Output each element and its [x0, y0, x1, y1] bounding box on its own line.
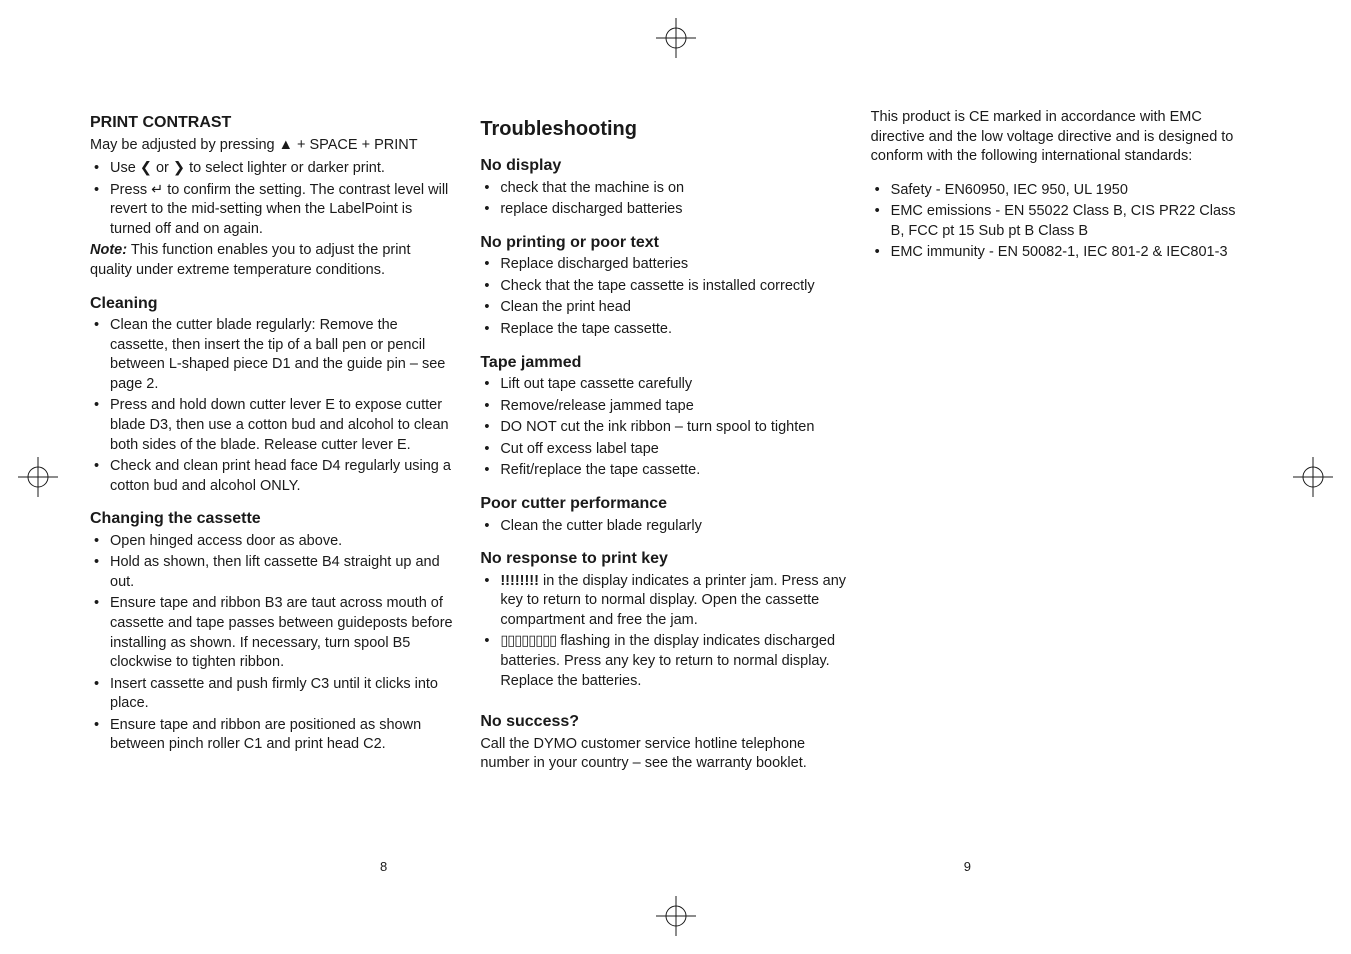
registration-mark-bottom [656, 896, 696, 936]
list-item: EMC immunity - EN 50082-1, IEC 801-2 & I… [883, 243, 1237, 263]
page-spread: PRINT CONTRAST May be adjusted by pressi… [0, 0, 1351, 838]
exclaim-icon: !!!!!!!! [500, 573, 539, 589]
list-item: Lift out tape cassette carefully [492, 375, 846, 395]
heading-tape-jammed: Tape jammed [480, 352, 846, 374]
list-item: Ensure tape and ribbon B3 are taut acros… [102, 594, 456, 672]
list-no-display: check that the machine is on replace dis… [480, 179, 846, 220]
list-cleaning: Clean the cutter blade regularly: Remove… [90, 316, 456, 496]
list-item: Safety - EN60950, IEC 950, UL 1950 [883, 181, 1237, 201]
list-changing-cassette: Open hinged access door as above. Hold a… [90, 532, 456, 755]
list-item-text: in the display indicates a printer jam. … [500, 573, 846, 628]
heading-no-printing: No printing or poor text [480, 232, 846, 254]
list-item: Cut off excess label tape [492, 440, 846, 460]
list-item: Clean the cutter blade regularly: Remove… [102, 316, 456, 394]
list-item: ▯▯▯▯▯▯▯▯ flashing in the display indicat… [492, 632, 846, 691]
list-item: Press ↵ to confirm the setting. The cont… [102, 181, 456, 240]
list-tape-jammed: Lift out tape cassette carefully Remove/… [480, 375, 846, 481]
column-right: This product is CE marked in accordance … [871, 100, 1261, 778]
list-standards: Safety - EN60950, IEC 950, UL 1950 EMC e… [871, 181, 1237, 263]
list-item: Open hinged access door as above. [102, 532, 456, 552]
list-item: EMC emissions - EN 55022 Class B, CIS PR… [883, 202, 1237, 241]
heading-no-success: No success? [480, 711, 846, 733]
list-item: Clean the cutter blade regularly [492, 517, 846, 537]
heading-changing-cassette: Changing the cassette [90, 508, 456, 530]
list-no-printing: Replace discharged batteries Check that … [480, 255, 846, 339]
text-ce-intro: This product is CE marked in accordance … [871, 108, 1237, 167]
heading-no-display: No display [480, 155, 846, 177]
registration-mark-right [1293, 457, 1333, 497]
page-number-left: 8 [380, 859, 387, 874]
list-item: Use ❮ or ❯ to select lighter or darker p… [102, 159, 456, 179]
list-print-contrast: Use ❮ or ❯ to select lighter or darker p… [90, 159, 456, 239]
list-item: Clean the print head [492, 298, 846, 318]
list-item: Replace discharged batteries [492, 255, 846, 275]
list-item: !!!!!!!! in the display indicates a prin… [492, 572, 846, 631]
heading-troubleshooting: Troubleshooting [480, 116, 846, 143]
list-item: Press and hold down cutter lever E to ex… [102, 396, 456, 455]
column-middle: Troubleshooting No display check that th… [480, 100, 870, 778]
list-item: Refit/replace the tape cassette. [492, 461, 846, 481]
text-no-success: Call the DYMO customer service hotline t… [480, 735, 846, 774]
list-item: Replace the tape cassette. [492, 320, 846, 340]
list-item: Check that the tape cassette is installe… [492, 277, 846, 297]
column-left: PRINT CONTRAST May be adjusted by pressi… [90, 100, 480, 778]
list-item: Ensure tape and ribbon are positioned as… [102, 716, 456, 755]
list-item: Remove/release jammed tape [492, 397, 846, 417]
heading-print-contrast: PRINT CONTRAST [90, 112, 456, 134]
heading-cleaning: Cleaning [90, 293, 456, 315]
heading-poor-cutter: Poor cutter performance [480, 493, 846, 515]
note-body: This function enables you to adjust the … [90, 242, 411, 278]
page-number-right: 9 [964, 859, 971, 874]
registration-mark-top [656, 18, 696, 58]
registration-mark-left [18, 457, 58, 497]
text-print-contrast-intro: May be adjusted by pressing ▲ + SPACE + … [90, 136, 456, 156]
list-poor-cutter: Clean the cutter blade regularly [480, 517, 846, 537]
list-no-response: !!!!!!!! in the display indicates a prin… [480, 572, 846, 691]
note-label: Note: [90, 242, 127, 258]
list-item: DO NOT cut the ink ribbon – turn spool t… [492, 418, 846, 438]
list-item: replace discharged batteries [492, 200, 846, 220]
heading-no-response: No response to print key [480, 548, 846, 570]
battery-icon: ▯▯▯▯▯▯▯▯ [500, 632, 556, 652]
list-item: Insert cassette and push firmly C3 until… [102, 675, 456, 714]
list-item: check that the machine is on [492, 179, 846, 199]
list-item: Hold as shown, then lift cassette B4 str… [102, 553, 456, 592]
list-item: Check and clean print head face D4 regul… [102, 457, 456, 496]
note-print-contrast: Note: This function enables you to adjus… [90, 241, 456, 280]
